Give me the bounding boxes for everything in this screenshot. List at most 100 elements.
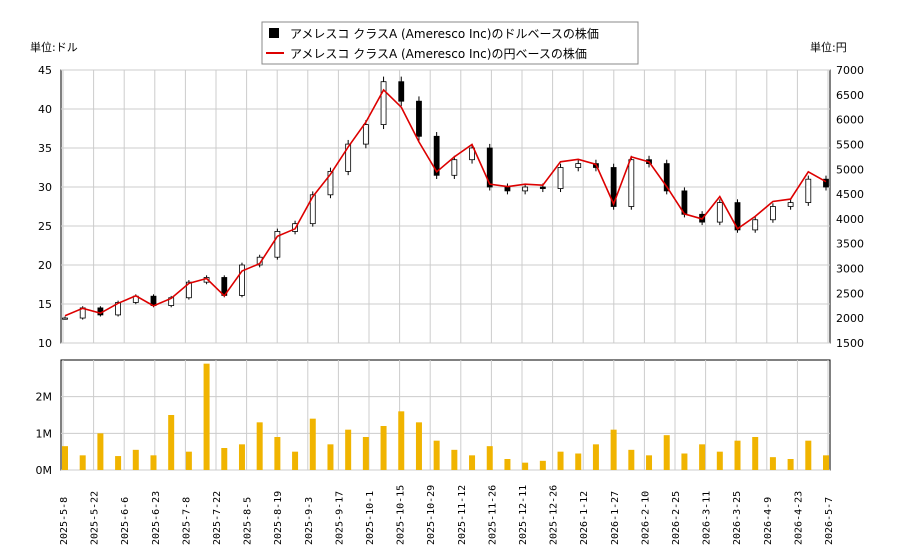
date-tick-label: 2025-6-23 — [151, 491, 162, 545]
volume-bar — [62, 446, 68, 470]
candle-body — [362, 124, 369, 145]
volume-bar — [433, 440, 440, 470]
candle-body — [628, 159, 635, 207]
date-tick-label: 2026-5-7 — [824, 497, 835, 545]
right-tick-label: 3500 — [836, 238, 864, 251]
date-tick-label: 2026-4-23 — [793, 491, 804, 545]
price-panel — [60, 69, 831, 344]
volume-bar — [592, 444, 599, 470]
left-tick-label: 25 — [38, 220, 52, 233]
candle-body — [610, 167, 617, 207]
date-tick-label: 2026-1-27 — [610, 491, 621, 545]
candle-body — [575, 163, 582, 168]
volume-bar — [185, 451, 192, 470]
candle-body — [805, 178, 812, 203]
candle-body — [539, 186, 546, 189]
volume-bar — [115, 456, 122, 470]
legend-jpy-label: アメレスコ クラスA (Ameresco Inc)の円ベースの株価 — [290, 46, 587, 61]
volume-bar — [274, 437, 281, 470]
date-tick-label: 2025-11-12 — [457, 485, 468, 545]
volume-bar — [132, 449, 139, 470]
right-axis-unit: 単位:円 — [810, 40, 847, 54]
volume-bar — [610, 429, 617, 470]
volume-bar — [787, 459, 794, 470]
volume-bars — [62, 363, 829, 470]
volume-bar — [362, 437, 369, 470]
volume-bar — [309, 418, 316, 470]
candle-body — [398, 81, 405, 102]
candle-body — [380, 81, 387, 125]
date-tick-label: 2025-8-19 — [273, 491, 284, 545]
right-tick-label: 3000 — [836, 263, 864, 276]
volume-tick-label: 2M — [36, 391, 53, 404]
volume-bar — [522, 462, 529, 470]
candle-body — [433, 135, 440, 176]
candle-body — [62, 317, 68, 320]
candle-body — [451, 159, 458, 176]
volume-bar — [256, 422, 263, 470]
candle-body — [663, 163, 670, 192]
volume-bar — [380, 426, 387, 470]
volume-bar — [398, 411, 405, 470]
volume-bar — [734, 440, 741, 470]
left-tick-label: 15 — [38, 298, 52, 311]
date-tick-label: 2026-4-9 — [763, 497, 774, 545]
volume-bar — [168, 415, 175, 470]
legend: アメレスコ クラスA (Ameresco Inc)のドルベースの株価 アメレスコ… — [261, 21, 639, 65]
right-tick-label: 5500 — [836, 138, 864, 151]
candle-body — [185, 281, 192, 299]
volume-bar — [486, 446, 493, 470]
volume-bar — [823, 455, 829, 470]
candle-body — [469, 147, 475, 161]
left-axis-unit: 単位:ドル — [30, 40, 78, 54]
date-tick-label: 2026-3-11 — [702, 491, 713, 545]
date-tick-label: 2025-9-17 — [334, 491, 345, 545]
candle-body — [486, 147, 493, 188]
candle-body — [416, 100, 422, 137]
volume-bar — [557, 451, 564, 470]
volume-bar — [451, 449, 458, 470]
left-tick-label: 10 — [38, 337, 52, 350]
date-tick-label: 2025-5-22 — [90, 491, 101, 545]
volume-bar — [97, 433, 104, 470]
price-ticks: 10 15 20 25 30 35 40 45 1500 2000 2500 3000 3500 4000… — [38, 64, 864, 350]
date-tick-label: 2025-9-3 — [304, 497, 315, 545]
volume-bar — [539, 460, 546, 470]
candle-body — [716, 202, 723, 223]
legend-usd-marker — [269, 28, 279, 38]
date-tick-label: 2025-7-8 — [181, 497, 192, 545]
volume-bar — [79, 455, 86, 470]
date-tick-label: 2025-10-29 — [426, 485, 437, 545]
right-tick-label: 6000 — [836, 114, 864, 127]
candle-body — [823, 178, 829, 188]
right-tick-label: 4500 — [836, 188, 864, 201]
volume-panel — [60, 359, 831, 471]
date-axis: 2025-5-8 2025-5-22 2025-6-6 2025-6-23 2025-7… — [59, 485, 835, 545]
volume-bar — [646, 455, 653, 470]
candle-body — [770, 206, 776, 221]
date-tick-label: 2025-12-11 — [518, 485, 529, 545]
candle-body — [734, 202, 741, 231]
volume-bar — [681, 453, 688, 470]
left-tick-label: 35 — [38, 142, 52, 155]
jpy-price-line — [64, 88, 827, 317]
volume-bar — [203, 363, 210, 470]
volume-bar — [628, 449, 635, 470]
volume-bar — [504, 459, 511, 470]
date-tick-label: 2025-11-26 — [487, 485, 498, 545]
volume-bar — [575, 453, 582, 470]
candle-body — [274, 231, 281, 258]
volume-bar — [752, 437, 759, 470]
date-tick-label: 2025-6-6 — [120, 497, 131, 545]
right-tick-label: 2500 — [836, 287, 864, 300]
date-tick-label: 2025-10-1 — [365, 491, 376, 545]
volume-bar — [699, 444, 706, 470]
volume-bar — [292, 451, 299, 470]
date-tick-label: 2025-10-15 — [396, 485, 407, 545]
date-tick-label: 2026-3-25 — [732, 491, 743, 545]
candle-body — [345, 143, 352, 172]
right-tick-label: 7000 — [836, 64, 864, 77]
volume-bar — [469, 455, 476, 470]
right-tick-label: 2000 — [836, 312, 864, 325]
